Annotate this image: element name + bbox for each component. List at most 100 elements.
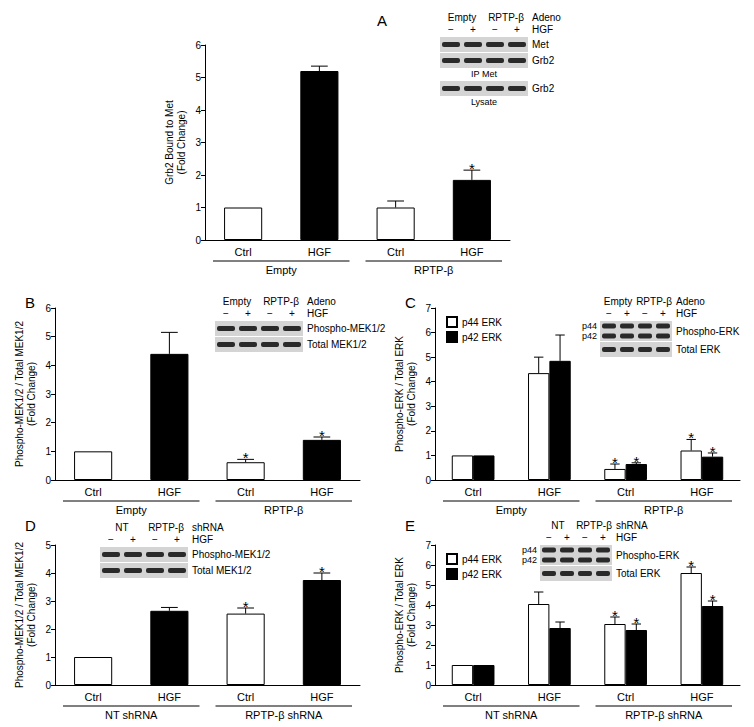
svg-text:(Fold Change): (Fold Change) bbox=[26, 362, 37, 426]
svg-text:p44: p44 bbox=[582, 321, 597, 331]
svg-text:2: 2 bbox=[195, 170, 201, 181]
svg-text:1: 1 bbox=[45, 446, 51, 457]
svg-text:(Fold Change): (Fold Change) bbox=[26, 583, 37, 647]
svg-text:*: * bbox=[319, 427, 325, 444]
svg-text:RPTP-β: RPTP-β bbox=[148, 522, 184, 533]
svg-text:HGF: HGF bbox=[308, 246, 332, 258]
svg-text:HGF: HGF bbox=[616, 532, 637, 543]
svg-text:Empty: Empty bbox=[496, 504, 528, 516]
svg-text:2: 2 bbox=[425, 640, 431, 651]
svg-text:Ctrl: Ctrl bbox=[617, 691, 634, 703]
svg-text:*: * bbox=[710, 443, 716, 460]
svg-text:1: 1 bbox=[195, 202, 201, 213]
svg-text:NT: NT bbox=[115, 522, 128, 533]
svg-text:HGF: HGF bbox=[532, 24, 553, 35]
svg-text:*: * bbox=[469, 160, 475, 177]
svg-text:Adeno: Adeno bbox=[532, 12, 561, 23]
svg-text:Phospho-ERK / Total ERK: Phospho-ERK / Total ERK bbox=[394, 336, 405, 452]
svg-text:0: 0 bbox=[425, 475, 431, 486]
svg-text:A: A bbox=[377, 12, 387, 29]
svg-text:Phospho-ERK / Total ERK: Phospho-ERK / Total ERK bbox=[394, 557, 405, 673]
svg-text:3: 3 bbox=[425, 401, 431, 412]
svg-text:0: 0 bbox=[45, 680, 51, 691]
svg-text:+: + bbox=[514, 24, 520, 35]
svg-text:C: C bbox=[405, 294, 416, 311]
svg-text:0: 0 bbox=[45, 475, 51, 486]
svg-text:1: 1 bbox=[425, 450, 431, 461]
svg-text:Adeno: Adeno bbox=[676, 296, 705, 307]
svg-text:HGF: HGF bbox=[690, 691, 714, 703]
svg-text:(Fold Change): (Fold Change) bbox=[406, 362, 417, 426]
svg-text:7: 7 bbox=[425, 540, 431, 551]
svg-text:NT shRNA: NT shRNA bbox=[485, 709, 538, 721]
svg-text:Empty: Empty bbox=[266, 264, 298, 276]
svg-text:Total ERK: Total ERK bbox=[676, 344, 721, 355]
svg-text:3: 3 bbox=[45, 596, 51, 607]
svg-text:Phospho-MEK1/2: Phospho-MEK1/2 bbox=[192, 549, 271, 560]
svg-text:7: 7 bbox=[425, 303, 431, 314]
svg-text:−: − bbox=[546, 532, 552, 543]
svg-text:5: 5 bbox=[425, 580, 431, 591]
svg-text:HGF: HGF bbox=[158, 691, 182, 703]
svg-text:Ctrl: Ctrl bbox=[387, 246, 404, 258]
svg-text:Met: Met bbox=[532, 39, 549, 50]
svg-text:5: 5 bbox=[195, 72, 201, 83]
svg-text:*: * bbox=[612, 454, 618, 471]
svg-text:HGF: HGF bbox=[538, 486, 562, 498]
svg-text:*: * bbox=[633, 614, 639, 631]
svg-text:4: 4 bbox=[45, 360, 51, 371]
svg-text:Phospho-MEK1/2: Phospho-MEK1/2 bbox=[307, 323, 386, 334]
svg-text:HGF: HGF bbox=[192, 534, 213, 545]
svg-text:p42 ERK: p42 ERK bbox=[462, 332, 502, 343]
svg-text:NT shRNA: NT shRNA bbox=[105, 709, 158, 721]
svg-text:+: + bbox=[130, 534, 136, 545]
svg-text:Ctrl: Ctrl bbox=[617, 486, 634, 498]
svg-text:shRNA: shRNA bbox=[192, 522, 224, 533]
svg-text:4: 4 bbox=[195, 105, 201, 116]
svg-text:Empty: Empty bbox=[116, 504, 148, 516]
svg-text:1: 1 bbox=[45, 652, 51, 663]
svg-text:p42 ERK: p42 ERK bbox=[462, 569, 502, 580]
svg-text:p42: p42 bbox=[582, 331, 597, 341]
svg-text:−: − bbox=[582, 532, 588, 543]
svg-text:HGF: HGF bbox=[676, 308, 697, 319]
svg-text:*: * bbox=[243, 598, 249, 615]
svg-text:2: 2 bbox=[45, 417, 51, 428]
svg-text:HGF: HGF bbox=[690, 486, 714, 498]
svg-text:3: 3 bbox=[195, 137, 201, 148]
svg-text:Total MEK1/2: Total MEK1/2 bbox=[307, 339, 367, 350]
svg-text:IP Met: IP Met bbox=[471, 69, 497, 79]
svg-text:Empty: Empty bbox=[448, 12, 476, 23]
svg-text:+: + bbox=[564, 532, 570, 543]
svg-text:HGF: HGF bbox=[307, 308, 328, 319]
svg-text:5: 5 bbox=[45, 331, 51, 342]
svg-text:HGF: HGF bbox=[310, 691, 334, 703]
svg-text:6: 6 bbox=[425, 560, 431, 571]
svg-text:RPTP-β: RPTP-β bbox=[263, 296, 299, 307]
svg-text:HGF: HGF bbox=[538, 691, 562, 703]
svg-text:3: 3 bbox=[425, 620, 431, 631]
svg-text:Ctrl: Ctrl bbox=[465, 691, 482, 703]
svg-text:Phospho-MEK1/2 / Total MEK1/2: Phospho-MEK1/2 / Total MEK1/2 bbox=[14, 321, 25, 467]
svg-text:HGF: HGF bbox=[460, 246, 484, 258]
svg-text:(Fold Change): (Fold Change) bbox=[406, 583, 417, 647]
svg-text:RPTP-β: RPTP-β bbox=[576, 520, 612, 531]
svg-text:2: 2 bbox=[425, 425, 431, 436]
svg-text:p44 ERK: p44 ERK bbox=[462, 317, 502, 328]
svg-text:Phospho-MEK1/2 / Total MEK1/2: Phospho-MEK1/2 / Total MEK1/2 bbox=[14, 542, 25, 688]
svg-text:−: − bbox=[606, 308, 612, 319]
svg-text:Lysate: Lysate bbox=[471, 97, 497, 107]
svg-text:+: + bbox=[624, 308, 630, 319]
svg-text:+: + bbox=[289, 308, 295, 319]
svg-text:shRNA: shRNA bbox=[616, 520, 648, 531]
svg-text:−: − bbox=[152, 534, 158, 545]
svg-text:*: * bbox=[319, 563, 325, 580]
svg-text:D: D bbox=[25, 517, 36, 534]
svg-text:Grb2: Grb2 bbox=[532, 83, 555, 94]
svg-text:RPTP-β: RPTP-β bbox=[264, 504, 303, 516]
svg-text:RPTP-β shRNA: RPTP-β shRNA bbox=[245, 709, 323, 721]
svg-text:−: − bbox=[642, 308, 648, 319]
svg-text:4: 4 bbox=[425, 376, 431, 387]
svg-text:Phospho-ERK: Phospho-ERK bbox=[616, 550, 680, 561]
svg-text:RPTP-β: RPTP-β bbox=[636, 296, 672, 307]
